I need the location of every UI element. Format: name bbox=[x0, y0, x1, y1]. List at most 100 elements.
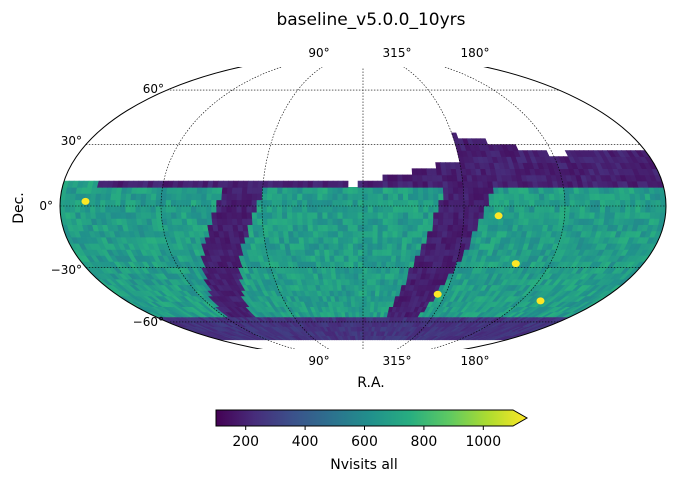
sky-cell bbox=[352, 218, 359, 225]
sky-cell bbox=[349, 284, 355, 291]
sky-cell bbox=[438, 193, 445, 201]
sky-cell bbox=[392, 187, 399, 194]
sky-cell bbox=[347, 230, 354, 238]
sky-cell bbox=[427, 218, 434, 225]
colorbar-label: Nvisits all bbox=[330, 457, 397, 473]
sky-cell bbox=[589, 193, 596, 201]
sky-cell bbox=[357, 187, 364, 194]
sky-cell bbox=[298, 236, 305, 244]
sky-cell bbox=[349, 278, 355, 286]
sky-cell bbox=[452, 224, 459, 232]
sky-cell bbox=[483, 205, 490, 213]
sky-cell bbox=[417, 187, 424, 194]
sky-cell bbox=[362, 316, 367, 323]
sky-cell bbox=[347, 187, 354, 194]
sky-cell bbox=[236, 211, 243, 219]
sky-cell bbox=[528, 193, 535, 201]
sky-cell bbox=[397, 187, 404, 194]
sky-cell bbox=[262, 224, 269, 232]
sky-cell bbox=[397, 224, 404, 232]
sky-cell bbox=[359, 326, 364, 332]
ra-tick-label: 90° bbox=[308, 354, 329, 368]
sky-cell bbox=[292, 218, 299, 225]
sky-cell bbox=[609, 199, 616, 207]
sky-cell bbox=[277, 224, 284, 232]
sky-cell bbox=[362, 301, 368, 308]
sky-cell bbox=[377, 243, 383, 250]
map-area bbox=[59, 67, 667, 349]
sky-cell bbox=[348, 261, 355, 268]
sky-cell bbox=[322, 180, 329, 188]
sky-cell bbox=[594, 211, 601, 219]
sky-cell bbox=[372, 236, 379, 244]
sky-cell bbox=[599, 205, 606, 213]
sky-cell bbox=[350, 290, 356, 297]
sky-cell bbox=[508, 199, 515, 207]
sky-cell bbox=[483, 199, 490, 207]
sky-cell bbox=[468, 199, 475, 207]
sky-cell bbox=[312, 193, 319, 201]
sky-cell bbox=[382, 199, 389, 207]
sky-cell bbox=[468, 211, 475, 219]
sky-cell bbox=[357, 236, 364, 244]
sky-cell bbox=[272, 224, 279, 232]
sky-cell bbox=[125, 211, 132, 219]
sky-cell bbox=[206, 211, 213, 219]
sky-cell bbox=[508, 211, 515, 219]
sky-cell bbox=[640, 199, 647, 207]
sky-cell bbox=[308, 243, 315, 250]
sky-cell bbox=[381, 261, 387, 268]
sky-cell bbox=[477, 218, 485, 225]
sky-cell bbox=[362, 236, 369, 244]
sky-cell bbox=[604, 199, 611, 207]
sky-cell bbox=[519, 205, 525, 213]
sky-cell bbox=[362, 230, 369, 238]
sky-cell bbox=[236, 193, 243, 201]
sky-cell bbox=[448, 205, 455, 213]
sky-cell bbox=[512, 218, 520, 225]
sky-cell bbox=[428, 211, 434, 219]
sky-cell bbox=[350, 295, 356, 302]
sky-cell bbox=[513, 193, 520, 201]
dec-tick-label: 60° bbox=[143, 82, 164, 96]
sky-cell bbox=[498, 205, 505, 213]
sky-cell bbox=[307, 187, 314, 194]
sky-cell bbox=[367, 272, 373, 280]
sky-cell bbox=[579, 199, 586, 207]
sky-cell bbox=[513, 211, 520, 219]
sky-cell bbox=[150, 199, 157, 207]
sky-cell bbox=[599, 193, 606, 201]
sky-cell bbox=[407, 180, 414, 188]
sky-cell bbox=[387, 230, 394, 238]
sky-cell bbox=[579, 211, 586, 219]
sky-cell bbox=[451, 132, 459, 139]
sky-cell bbox=[367, 243, 374, 250]
sky-cell bbox=[543, 193, 551, 201]
sky-cell bbox=[322, 199, 329, 207]
sky-cell bbox=[352, 193, 359, 201]
sky-cell bbox=[539, 199, 546, 207]
sky-cell bbox=[392, 211, 399, 219]
sky-cell bbox=[488, 199, 495, 207]
sky-cell bbox=[277, 230, 285, 238]
sky-cell bbox=[256, 218, 264, 225]
sky-cell bbox=[609, 205, 616, 213]
sky-cell bbox=[412, 174, 419, 182]
sky-cell bbox=[282, 218, 289, 225]
sky-cell bbox=[432, 224, 439, 232]
sky-cell bbox=[276, 205, 283, 213]
sky-cell bbox=[458, 199, 465, 207]
sky-cell bbox=[543, 211, 551, 219]
sky-cell bbox=[458, 211, 465, 219]
sky-cell bbox=[358, 267, 364, 274]
sky-cell bbox=[246, 205, 253, 213]
sky-cell bbox=[391, 243, 398, 250]
sky-cell bbox=[347, 218, 354, 225]
sky-cell bbox=[226, 199, 233, 207]
sky-cell bbox=[367, 267, 373, 274]
bottom-ra-tick-labels: 90° 315° 180° bbox=[308, 354, 489, 368]
sky-cell bbox=[327, 193, 334, 201]
sky-cell bbox=[241, 218, 249, 225]
sky-cell bbox=[337, 180, 344, 188]
sky-cell bbox=[362, 261, 369, 268]
